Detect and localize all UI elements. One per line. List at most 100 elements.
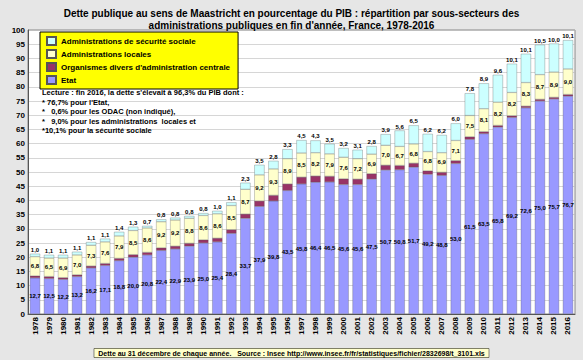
svg-text:75: 75: [16, 97, 25, 106]
svg-text:1987: 1987: [157, 316, 166, 334]
svg-text:65,8: 65,8: [492, 218, 504, 224]
svg-text:7,0: 7,0: [381, 152, 390, 158]
svg-text:1989: 1989: [185, 316, 194, 334]
svg-text:7,0: 7,0: [73, 262, 82, 268]
svg-text:1999: 1999: [325, 316, 334, 334]
svg-text:25,4: 25,4: [212, 275, 224, 281]
svg-text:Dette publique au sens de Maas: Dette publique au sens de Maastricht en …: [64, 8, 520, 19]
svg-text:7,6: 7,6: [339, 165, 348, 171]
svg-text:1992: 1992: [227, 316, 236, 334]
svg-text:9,3: 9,3: [269, 179, 278, 185]
svg-text:6,0: 6,0: [452, 116, 461, 122]
svg-text:0,8: 0,8: [185, 209, 194, 215]
svg-text:53,0: 53,0: [450, 236, 462, 242]
svg-text:7,9: 7,9: [325, 162, 334, 168]
svg-text:6,8: 6,8: [410, 151, 419, 157]
svg-text:18,8: 18,8: [113, 284, 125, 290]
svg-text:22,4: 22,4: [155, 279, 167, 285]
svg-text:1988: 1988: [171, 316, 180, 334]
svg-text:2,8: 2,8: [367, 139, 376, 145]
svg-text:1991: 1991: [213, 316, 222, 334]
svg-text:25: 25: [16, 239, 25, 248]
svg-text:8,5: 8,5: [227, 215, 236, 221]
svg-text:* 0,6% pour les ODAC (non in: * 0,6% pour les ODAC (non indiqué),: [42, 107, 175, 116]
svg-text:8,2: 8,2: [494, 111, 503, 117]
svg-text:7,1: 7,1: [452, 148, 461, 154]
svg-text:75,0: 75,0: [534, 205, 546, 211]
svg-text:4,3: 4,3: [311, 133, 320, 139]
svg-text:10: 10: [16, 281, 25, 290]
svg-text:5: 5: [21, 295, 26, 304]
svg-text:Lecture : fin 2016, la dette s: Lecture : fin 2016, la dette s'élevait à…: [42, 88, 244, 97]
svg-text:63,5: 63,5: [478, 221, 490, 227]
svg-text:22,9: 22,9: [169, 278, 181, 284]
svg-text:100: 100: [12, 26, 26, 35]
svg-text:0,8: 0,8: [199, 206, 208, 212]
svg-text:8,7: 8,7: [536, 84, 545, 90]
svg-text:7,9: 7,9: [115, 244, 124, 250]
svg-text:* 76,7% pour l'Etat,: * 76,7% pour l'Etat,: [42, 98, 109, 107]
svg-text:*10,1% pour la sécurité social: *10,1% pour la sécurité sociale: [42, 126, 152, 135]
svg-text:2012: 2012: [507, 316, 516, 334]
svg-text:35: 35: [16, 210, 25, 219]
svg-text:6,5: 6,5: [45, 264, 54, 270]
svg-text:80: 80: [16, 82, 25, 91]
svg-text:8,6: 8,6: [143, 237, 152, 243]
svg-text:46,5: 46,5: [324, 245, 336, 251]
svg-text:1995: 1995: [269, 316, 278, 334]
svg-text:3,1: 3,1: [353, 143, 362, 149]
svg-text:45: 45: [16, 182, 25, 191]
svg-text:1983: 1983: [101, 316, 110, 334]
svg-text:15: 15: [16, 267, 25, 276]
svg-text:37,9: 37,9: [254, 257, 266, 263]
svg-text:75,7: 75,7: [548, 204, 560, 210]
svg-text:Dette au 31 décembre de chaque: Dette au 31 décembre de chaque année. So…: [98, 350, 485, 358]
svg-text:6,9: 6,9: [59, 265, 68, 271]
svg-text:2016: 2016: [563, 316, 572, 334]
svg-text:48,8: 48,8: [436, 242, 448, 248]
svg-text:1,1: 1,1: [87, 235, 96, 241]
svg-text:1985: 1985: [129, 316, 138, 334]
svg-text:20: 20: [16, 253, 25, 262]
svg-text:7,6: 7,6: [101, 250, 110, 256]
svg-text:3,9: 3,9: [381, 127, 390, 133]
svg-text:55: 55: [16, 153, 25, 162]
svg-text:2002: 2002: [367, 316, 376, 334]
svg-text:69,2: 69,2: [506, 213, 518, 219]
svg-text:1,0: 1,0: [31, 247, 40, 253]
svg-text:9,2: 9,2: [255, 185, 264, 191]
svg-text:45,6: 45,6: [352, 246, 364, 252]
svg-text:28,4: 28,4: [226, 271, 238, 277]
svg-text:23,9: 23,9: [183, 277, 195, 283]
svg-text:* 9,0% pour les administrati: * 9,0% pour les administrations locales …: [42, 117, 196, 126]
svg-text:6,2: 6,2: [438, 128, 447, 134]
svg-text:9,2: 9,2: [171, 230, 180, 236]
svg-text:administrations publiques en f: administrations publiques en fin d'année…: [149, 20, 435, 31]
svg-text:2001: 2001: [353, 316, 362, 334]
svg-text:1,1: 1,1: [101, 232, 110, 238]
svg-text:8,9: 8,9: [550, 82, 559, 88]
svg-text:8,6: 8,6: [213, 223, 222, 229]
svg-text:49,2: 49,2: [422, 241, 434, 247]
svg-text:7,8: 7,8: [466, 86, 475, 92]
svg-text:2003: 2003: [381, 316, 390, 334]
svg-text:25,0: 25,0: [197, 276, 209, 282]
svg-text:6,8: 6,8: [31, 263, 40, 269]
svg-text:3,5: 3,5: [325, 137, 334, 143]
svg-text:8,9: 8,9: [480, 76, 489, 82]
svg-text:3,5: 3,5: [255, 158, 264, 164]
svg-text:50,7: 50,7: [380, 239, 392, 245]
svg-text:2013: 2013: [521, 316, 530, 334]
svg-text:6,9: 6,9: [438, 159, 447, 165]
svg-text:8,3: 8,3: [522, 91, 531, 97]
svg-text:Administrations de sécurité so: Administrations de sécurité sociale: [61, 37, 196, 46]
svg-text:7,2: 7,2: [353, 166, 362, 172]
svg-text:1998: 1998: [311, 316, 320, 334]
svg-text:1984: 1984: [115, 316, 124, 334]
svg-text:8,9: 8,9: [283, 168, 292, 174]
svg-text:65: 65: [16, 125, 25, 134]
svg-text:9,2: 9,2: [157, 232, 166, 238]
svg-text:16,2: 16,2: [85, 288, 97, 294]
svg-text:2005: 2005: [409, 316, 418, 334]
svg-text:76,7: 76,7: [562, 202, 574, 208]
